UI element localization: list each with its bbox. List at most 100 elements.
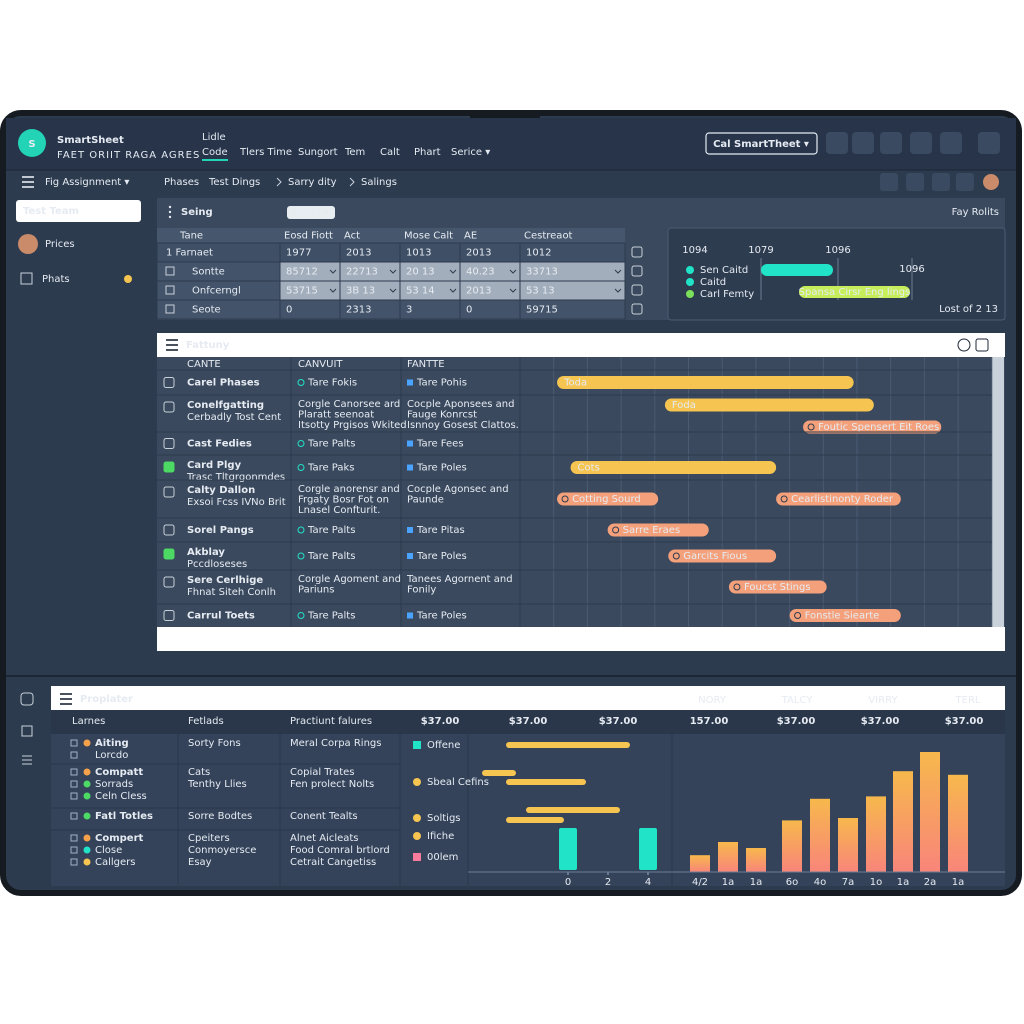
nav-item[interactable]: Tem [344, 147, 365, 158]
nav-item[interactable]: Tlers Time [239, 147, 292, 158]
cell-text: Conmoyersce [188, 845, 256, 856]
table-cell-text: 3B 13 [346, 286, 375, 297]
side-icon[interactable] [21, 725, 33, 737]
bar-icon [733, 583, 741, 591]
table-cell-text: 20 13 [406, 267, 435, 278]
menu-dot [168, 215, 172, 219]
account-button[interactable] [705, 132, 818, 155]
nav-item[interactable]: Code [202, 147, 228, 158]
toolbar-button[interactable] [906, 173, 924, 191]
row-action[interactable] [631, 303, 643, 315]
gantt-bar[interactable] [664, 398, 874, 412]
panel-link[interactable]: Fay Rolits [952, 207, 999, 218]
task-name: Conelfgatting [187, 400, 264, 411]
cell-text: Food Comral brtlord [290, 845, 390, 856]
toolbar-button[interactable] [956, 173, 974, 191]
mini-chart-panel [667, 227, 1006, 321]
gantt-bar[interactable] [728, 580, 827, 594]
x-tick-label: 1a [722, 877, 735, 888]
sidebar-item-active[interactable] [16, 200, 141, 222]
menu-dot [168, 205, 172, 209]
bar-icon [561, 495, 569, 503]
toolbar-button[interactable] [880, 173, 898, 191]
trend-bar [718, 842, 738, 872]
breadcrumb-item[interactable]: Test Dings [208, 177, 260, 188]
planner-item: Sorrads [95, 779, 133, 790]
toolbar-button[interactable] [910, 132, 932, 154]
side-icon[interactable] [20, 692, 34, 706]
sidebar-item[interactable]: Test Team [23, 206, 79, 217]
chart-label: 1094 [682, 245, 707, 256]
planner-header-row [51, 710, 1005, 734]
nav-item[interactable]: Phart [414, 147, 441, 158]
account-label[interactable]: Cal SmartTheet ▾ [713, 139, 809, 150]
breadcrumb-item[interactable]: Phases [164, 177, 199, 188]
period-header: TALCY [781, 695, 814, 706]
cell-text: Fauge Konrcst [407, 410, 477, 421]
panel-title: Proplater [80, 694, 133, 705]
toolbar-button[interactable] [978, 132, 1000, 154]
amount: $37.00 [421, 716, 460, 727]
tasks-body [157, 357, 1005, 627]
tagline: FAET ORIIT RAGA AGRES [57, 150, 200, 161]
nav-item[interactable]: Sungort [298, 147, 338, 158]
gantt-label: Garcits Fious [683, 551, 747, 562]
toolbar-button[interactable] [880, 132, 902, 154]
table-cell-text: 53 13 [526, 286, 555, 297]
table-cell-text: 40.23 [466, 267, 495, 278]
tasks-footer [157, 627, 1005, 651]
cell-dropdown [449, 288, 457, 293]
filter-label[interactable]: Tiekel ▾ [290, 208, 328, 219]
gantt-bar[interactable] [789, 609, 901, 622]
x-tick-label: 4o [814, 877, 826, 888]
cell-text: Tenthy Llies [187, 779, 247, 790]
cell-text: Copial Trates [290, 767, 354, 778]
breadcrumb-item[interactable]: Salings [361, 177, 397, 188]
gantt-label: Sarre Eraes [623, 525, 681, 536]
table-cell-text: Seote [192, 305, 221, 316]
legend-marker [686, 278, 694, 286]
toolbar-button[interactable] [932, 173, 950, 191]
panel-action[interactable] [975, 338, 989, 352]
gantt-bar[interactable] [776, 492, 901, 506]
timeline-bar [482, 770, 516, 776]
gantt-bar[interactable] [803, 420, 942, 434]
row-action[interactable] [631, 284, 643, 296]
cell-icon [297, 379, 305, 386]
gantt-label: Cearlistinonty Roder [791, 494, 894, 505]
cell-text: Tare Palts [307, 525, 355, 536]
timeline-bar [506, 779, 586, 785]
table-cell-text: Onfcerngl [192, 286, 241, 297]
sidebar-item[interactable]: Phats [42, 274, 70, 285]
row-icon [163, 610, 175, 621]
cell-dropdown [329, 288, 337, 293]
row-action[interactable] [631, 265, 643, 277]
gantt-bar[interactable] [570, 461, 777, 474]
toolbar-button[interactable] [826, 132, 848, 154]
row-action[interactable] [631, 246, 643, 258]
gantt-bar[interactable] [557, 376, 854, 389]
panel-action[interactable] [957, 338, 971, 352]
task-name: Sorel Pangs [187, 525, 254, 536]
status-dot [83, 834, 91, 842]
row-checkbox [70, 792, 78, 800]
gantt-bar[interactable] [668, 549, 777, 563]
toolbar-button[interactable] [852, 132, 874, 154]
planner-item: Callgers [95, 857, 136, 868]
planner-item: Close [95, 845, 122, 856]
gantt-bar[interactable] [557, 492, 659, 506]
gantt-bar[interactable] [607, 523, 709, 537]
nav-item[interactable]: Calt [380, 147, 400, 158]
nav-top: Lidle [202, 132, 226, 143]
cell-text: Tare Fokis [307, 378, 357, 389]
toolbar-button[interactable] [940, 132, 962, 154]
filter-box[interactable] [287, 206, 335, 219]
cell-text: Cetrait Cangetiss [290, 857, 376, 868]
cell-icon [297, 612, 305, 619]
cell-text: Isnnoy Gosest Clattos. [407, 420, 519, 431]
row-icon [163, 576, 175, 588]
breadcrumb-item[interactable]: Sarry dity [288, 177, 337, 188]
sidebar-item[interactable]: Prices [45, 239, 75, 250]
nav-item[interactable]: Serice ▾ [451, 147, 490, 158]
